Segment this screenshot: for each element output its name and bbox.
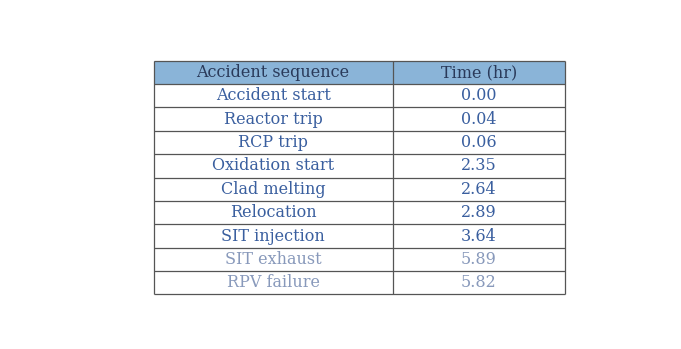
Text: 5.82: 5.82 — [461, 274, 497, 291]
Text: RCP trip: RCP trip — [238, 134, 308, 151]
Text: 5.89: 5.89 — [461, 251, 497, 268]
Text: 2.64: 2.64 — [461, 181, 496, 198]
Text: 3.64: 3.64 — [461, 228, 497, 245]
Text: SIT injection: SIT injection — [221, 228, 325, 245]
Text: 0.06: 0.06 — [461, 134, 496, 151]
Text: Time (hr): Time (hr) — [441, 64, 517, 81]
Text: Reactor trip: Reactor trip — [224, 111, 323, 128]
Text: 2.35: 2.35 — [461, 157, 497, 174]
Text: Relocation: Relocation — [229, 204, 317, 221]
Text: 0.04: 0.04 — [461, 111, 496, 128]
Text: RPV failure: RPV failure — [227, 274, 319, 291]
Text: 2.89: 2.89 — [461, 204, 497, 221]
Text: Oxidation start: Oxidation start — [212, 157, 334, 174]
Text: Accident sequence: Accident sequence — [197, 64, 349, 81]
Bar — [154, 61, 565, 84]
Text: Accident start: Accident start — [216, 87, 330, 104]
Text: 0.00: 0.00 — [461, 87, 496, 104]
Text: SIT exhaust: SIT exhaust — [225, 251, 321, 268]
Text: Clad melting: Clad melting — [221, 181, 326, 198]
